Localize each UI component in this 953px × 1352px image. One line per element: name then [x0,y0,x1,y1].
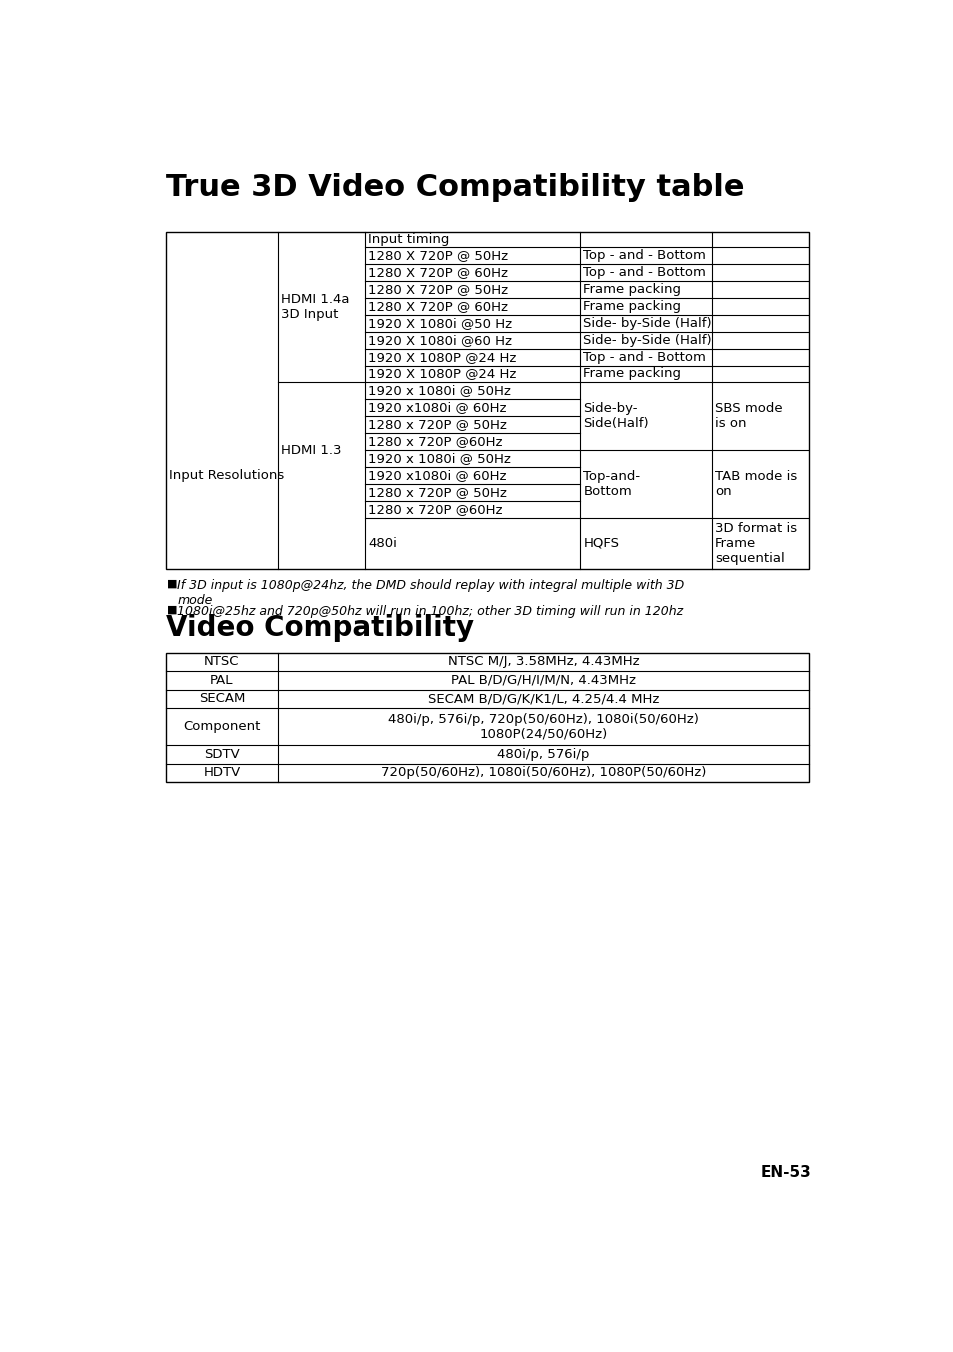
Text: 1280 x 720P @60Hz: 1280 x 720P @60Hz [368,503,502,516]
Text: Input timing: Input timing [368,233,449,246]
Text: 1280 X 720P @ 60Hz: 1280 X 720P @ 60Hz [368,300,508,312]
Text: HQFS: HQFS [583,537,618,550]
Text: Side-by-
Side(Half): Side-by- Side(Half) [583,403,648,430]
Text: 720p(50/60Hz), 1080i(50/60Hz), 1080P(50/60Hz): 720p(50/60Hz), 1080i(50/60Hz), 1080P(50/… [380,767,705,779]
Text: SDTV: SDTV [204,748,239,761]
Text: Side- by-Side (Half): Side- by-Side (Half) [583,334,711,346]
Text: 1920 X 1080i @50 Hz: 1920 X 1080i @50 Hz [368,316,512,330]
Text: Frame packing: Frame packing [583,300,680,312]
Text: HDMI 1.3: HDMI 1.3 [281,443,341,457]
Text: 480i/p, 576i/p: 480i/p, 576i/p [497,748,589,761]
Text: 1080i@25hz and 720p@50hz will run in 100hz; other 3D timing will run in 120hz: 1080i@25hz and 720p@50hz will run in 100… [177,604,682,618]
Text: PAL: PAL [210,673,233,687]
Text: 480i: 480i [368,537,396,550]
Text: ■: ■ [167,604,177,615]
Text: 3D format is
Frame
sequential: 3D format is Frame sequential [715,522,797,565]
Text: Top - and - Bottom: Top - and - Bottom [583,249,705,262]
Text: 1280 X 720P @ 60Hz: 1280 X 720P @ 60Hz [368,266,508,279]
Text: 1280 x 720P @60Hz: 1280 x 720P @60Hz [368,435,502,449]
Text: 1280 x 720P @ 50Hz: 1280 x 720P @ 50Hz [368,487,506,499]
Text: EN-53: EN-53 [760,1165,810,1180]
Text: True 3D Video Compatibility table: True 3D Video Compatibility table [166,173,743,203]
Text: 1920 x 1080i @ 50Hz: 1920 x 1080i @ 50Hz [368,384,511,397]
Text: 1920 x 1080i @ 50Hz: 1920 x 1080i @ 50Hz [368,452,511,465]
Text: 1920 x1080i @ 60Hz: 1920 x1080i @ 60Hz [368,402,506,414]
Text: PAL B/D/G/H/I/M/N, 4.43MHz: PAL B/D/G/H/I/M/N, 4.43MHz [451,673,636,687]
Text: Input Resolutions: Input Resolutions [169,469,284,483]
Bar [166,231,808,569]
Text: Component: Component [183,721,260,733]
Text: Top-and-
Bottom: Top-and- Bottom [583,470,639,498]
Text: SECAM B/D/G/K/K1/L, 4.25/4.4 MHz: SECAM B/D/G/K/K1/L, 4.25/4.4 MHz [428,692,659,706]
Text: HDMI 1.4a
3D Input: HDMI 1.4a 3D Input [281,293,350,320]
Text: ■: ■ [167,579,177,589]
Text: HDTV: HDTV [203,767,240,779]
Text: Side- by-Side (Half): Side- by-Side (Half) [583,316,711,330]
Text: 1280 x 720P @ 50Hz: 1280 x 720P @ 50Hz [368,418,506,431]
Text: Top - and - Bottom: Top - and - Bottom [583,266,705,279]
Text: TAB mode is
on: TAB mode is on [715,470,797,498]
Text: Frame packing: Frame packing [583,368,680,380]
Bar [166,653,808,781]
Text: NTSC M/J, 3.58MHz, 4.43MHz: NTSC M/J, 3.58MHz, 4.43MHz [447,656,639,668]
Text: Frame packing: Frame packing [583,283,680,296]
Text: Video Compatibility: Video Compatibility [166,614,474,642]
Text: 480i/p, 576i/p, 720p(50/60Hz), 1080i(50/60Hz)
1080P(24/50/60Hz): 480i/p, 576i/p, 720p(50/60Hz), 1080i(50/… [388,713,699,741]
Text: 1920 X 1080P @24 Hz: 1920 X 1080P @24 Hz [368,350,516,364]
Text: 1280 X 720P @ 50Hz: 1280 X 720P @ 50Hz [368,283,508,296]
Text: Top - and - Bottom: Top - and - Bottom [583,350,705,364]
Text: If 3D input is 1080p@24hz, the DMD should replay with integral multiple with 3D
: If 3D input is 1080p@24hz, the DMD shoul… [177,579,684,607]
Text: 1920 x1080i @ 60Hz: 1920 x1080i @ 60Hz [368,469,506,483]
Text: SBS mode
is on: SBS mode is on [715,403,782,430]
Text: NTSC: NTSC [204,656,239,668]
Text: 1920 X 1080i @60 Hz: 1920 X 1080i @60 Hz [368,334,512,346]
Text: 1920 X 1080P @24 Hz: 1920 X 1080P @24 Hz [368,368,516,380]
Text: SECAM: SECAM [198,692,245,706]
Text: 1280 X 720P @ 50Hz: 1280 X 720P @ 50Hz [368,249,508,262]
